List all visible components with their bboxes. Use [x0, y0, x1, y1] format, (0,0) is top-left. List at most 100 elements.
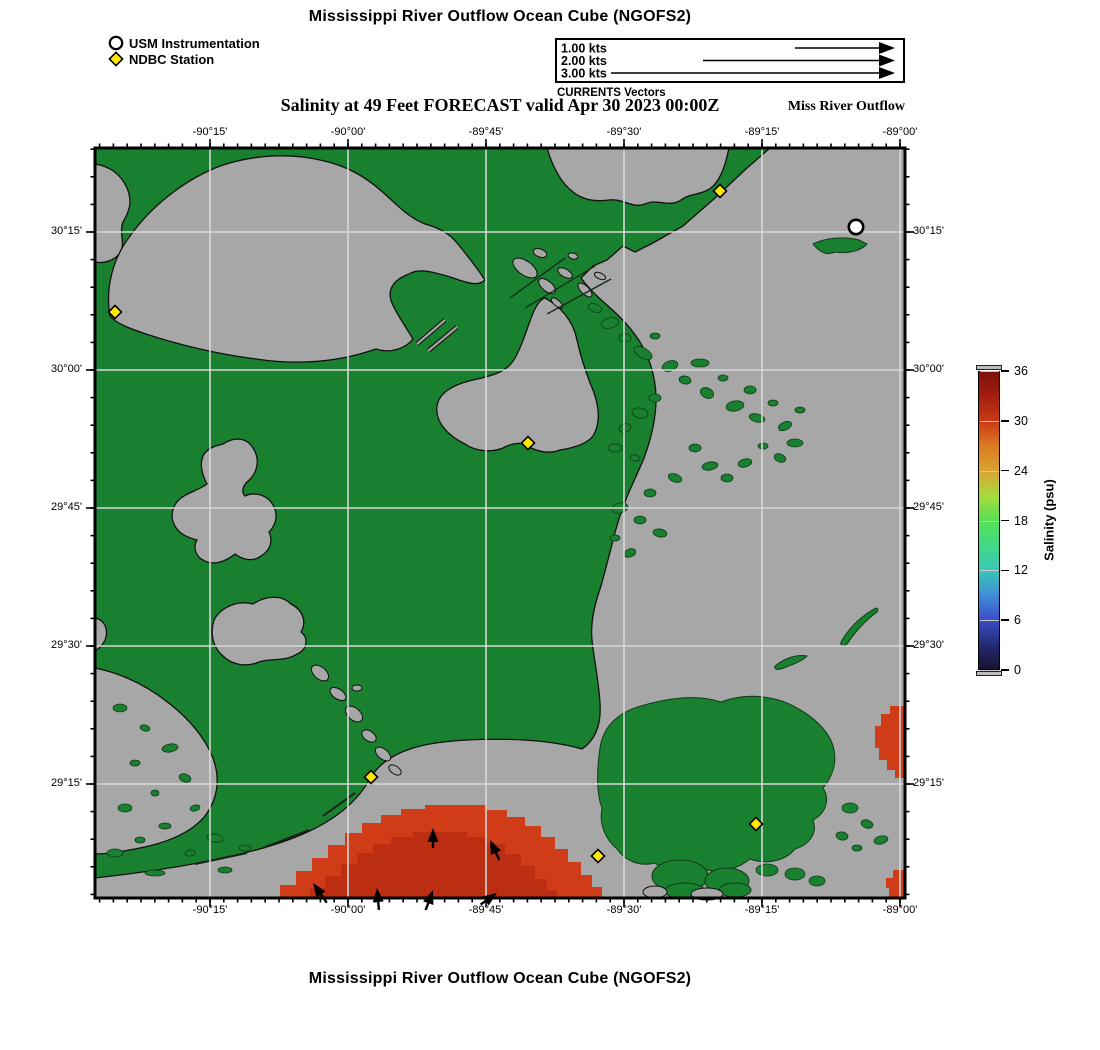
green-speckle [778, 420, 792, 432]
usm-station-marker [847, 218, 865, 236]
y-axis-tick-label-right: 30°15' [913, 225, 944, 237]
vector-scale-arrowhead [879, 42, 895, 54]
green-speckle [773, 453, 787, 463]
green-speckle [757, 442, 769, 450]
green-speckle [784, 867, 806, 881]
x-axis-tick-label-top: -90°00' [330, 126, 366, 138]
land-nw-blob [107, 155, 486, 363]
green-speckle [139, 724, 151, 732]
y-axis-tick-label-left: 30°00' [51, 363, 82, 375]
x-axis-tick-label-bottom: -89°45' [468, 904, 504, 916]
forecast-subtitle: Salinity at 49 Feet FORECAST valid Apr 3… [280, 95, 720, 115]
gray-fragment [388, 764, 402, 776]
green-speckle [860, 819, 874, 829]
land-middle-blob [436, 297, 599, 453]
green-speckle [725, 400, 745, 412]
colorbar-tick [1001, 669, 1009, 671]
green-speckle [786, 438, 804, 448]
green-speckle [184, 849, 196, 857]
colorbar-tick-label: 24 [1014, 463, 1028, 478]
green-speckle [690, 358, 710, 368]
green-speckle [112, 703, 128, 713]
green-speckle [652, 528, 668, 538]
vector-scale-arrowhead [879, 54, 895, 67]
colorbar-grid-line [979, 620, 999, 622]
x-axis-tick-label-top: -89°00' [882, 126, 918, 138]
colorbar-bottom-cap [976, 671, 1002, 676]
green-speckle [743, 385, 757, 395]
x-axis-tick-label-top: -89°45' [468, 126, 504, 138]
green-speckle [150, 789, 160, 797]
vector-scale-label: 2.00 kts [561, 54, 607, 68]
ndbc-station-marker [107, 304, 123, 320]
green-speckle [755, 863, 779, 877]
green-speckle [607, 443, 623, 453]
colorbar-tick-label: 6 [1014, 613, 1021, 628]
gray-fragment [567, 252, 579, 260]
green-sliver-hammer [812, 237, 868, 255]
y-axis-tick-label-left: 29°45' [51, 501, 82, 513]
green-speckle [609, 534, 621, 542]
axis-ticks [86, 139, 914, 907]
green-speckle [835, 831, 849, 841]
green-speckle [206, 833, 224, 843]
gray-fragment [550, 297, 564, 309]
colorbar-title: Salinity (psu) [1041, 479, 1057, 561]
y-axis-tick-label-right: 29°45' [913, 501, 944, 513]
land-sw-marsh-blob [211, 596, 307, 666]
current-arrow [427, 828, 439, 848]
gray-fragment [593, 271, 607, 281]
colorbar-tick [1001, 619, 1009, 621]
gray-fragment [351, 684, 363, 692]
legend-label: USM Instrumentation [129, 35, 260, 51]
green-speckle [667, 473, 683, 483]
ndbc-station-marker [748, 816, 764, 832]
green-speckle [767, 399, 779, 407]
green-speckle [134, 836, 146, 844]
gray-fragment [557, 267, 573, 279]
channel-fragments [194, 248, 612, 865]
gray-fragment [512, 257, 538, 279]
green-speckle [106, 848, 124, 858]
colorbar-grid-line [979, 570, 999, 572]
green-speckle [808, 875, 826, 887]
colorbar-grid-line [979, 371, 999, 372]
green-speckle [129, 759, 141, 767]
legend-label: NDBC Station [129, 51, 215, 67]
graticule-gridlines [95, 148, 905, 898]
x-axis-tick-label-bottom: -89°00' [882, 904, 918, 916]
green-speckle [873, 835, 889, 845]
x-axis-tick-label-bottom: -90°15' [192, 904, 228, 916]
x-axis-tick-label-bottom: -90°00' [330, 904, 366, 916]
green-speckle [737, 458, 753, 468]
vector-scale-label: 3.00 kts [561, 67, 607, 81]
colorbar-top-cap [976, 365, 1002, 370]
circle-marker-icon [108, 35, 124, 51]
gray-fragment [344, 705, 364, 723]
colorbar-tick [1001, 519, 1009, 522]
colorbar-tick-label: 36 [1014, 364, 1028, 378]
y-axis-tick-label-left: 30°15' [51, 225, 82, 237]
colorbar-grid-line [979, 470, 999, 472]
green-speckle [217, 866, 233, 874]
colorbar-tick-label: 18 [1014, 513, 1028, 528]
green-speckle [841, 802, 859, 814]
colorbar-tick [1001, 370, 1009, 372]
land-corner-patch [94, 163, 131, 264]
colorbar-tick [1001, 569, 1009, 572]
green-speckle [794, 406, 806, 414]
ndbc-station-marker [363, 769, 379, 785]
green-speckle [748, 413, 766, 423]
colorbar-tick-label: 30 [1014, 413, 1028, 428]
green-speckle [178, 773, 192, 783]
green-speckle [717, 374, 729, 382]
ndbc-station-marker [712, 183, 728, 199]
colorbar-grid-line [979, 520, 999, 522]
green-speckle [618, 333, 632, 343]
colorbar-tick [1001, 469, 1009, 472]
green-speckle [117, 803, 133, 813]
green-speckle [629, 454, 641, 462]
x-axis-tick-label-bottom: -89°15' [744, 904, 780, 916]
colorbar-grid-line [979, 420, 999, 422]
